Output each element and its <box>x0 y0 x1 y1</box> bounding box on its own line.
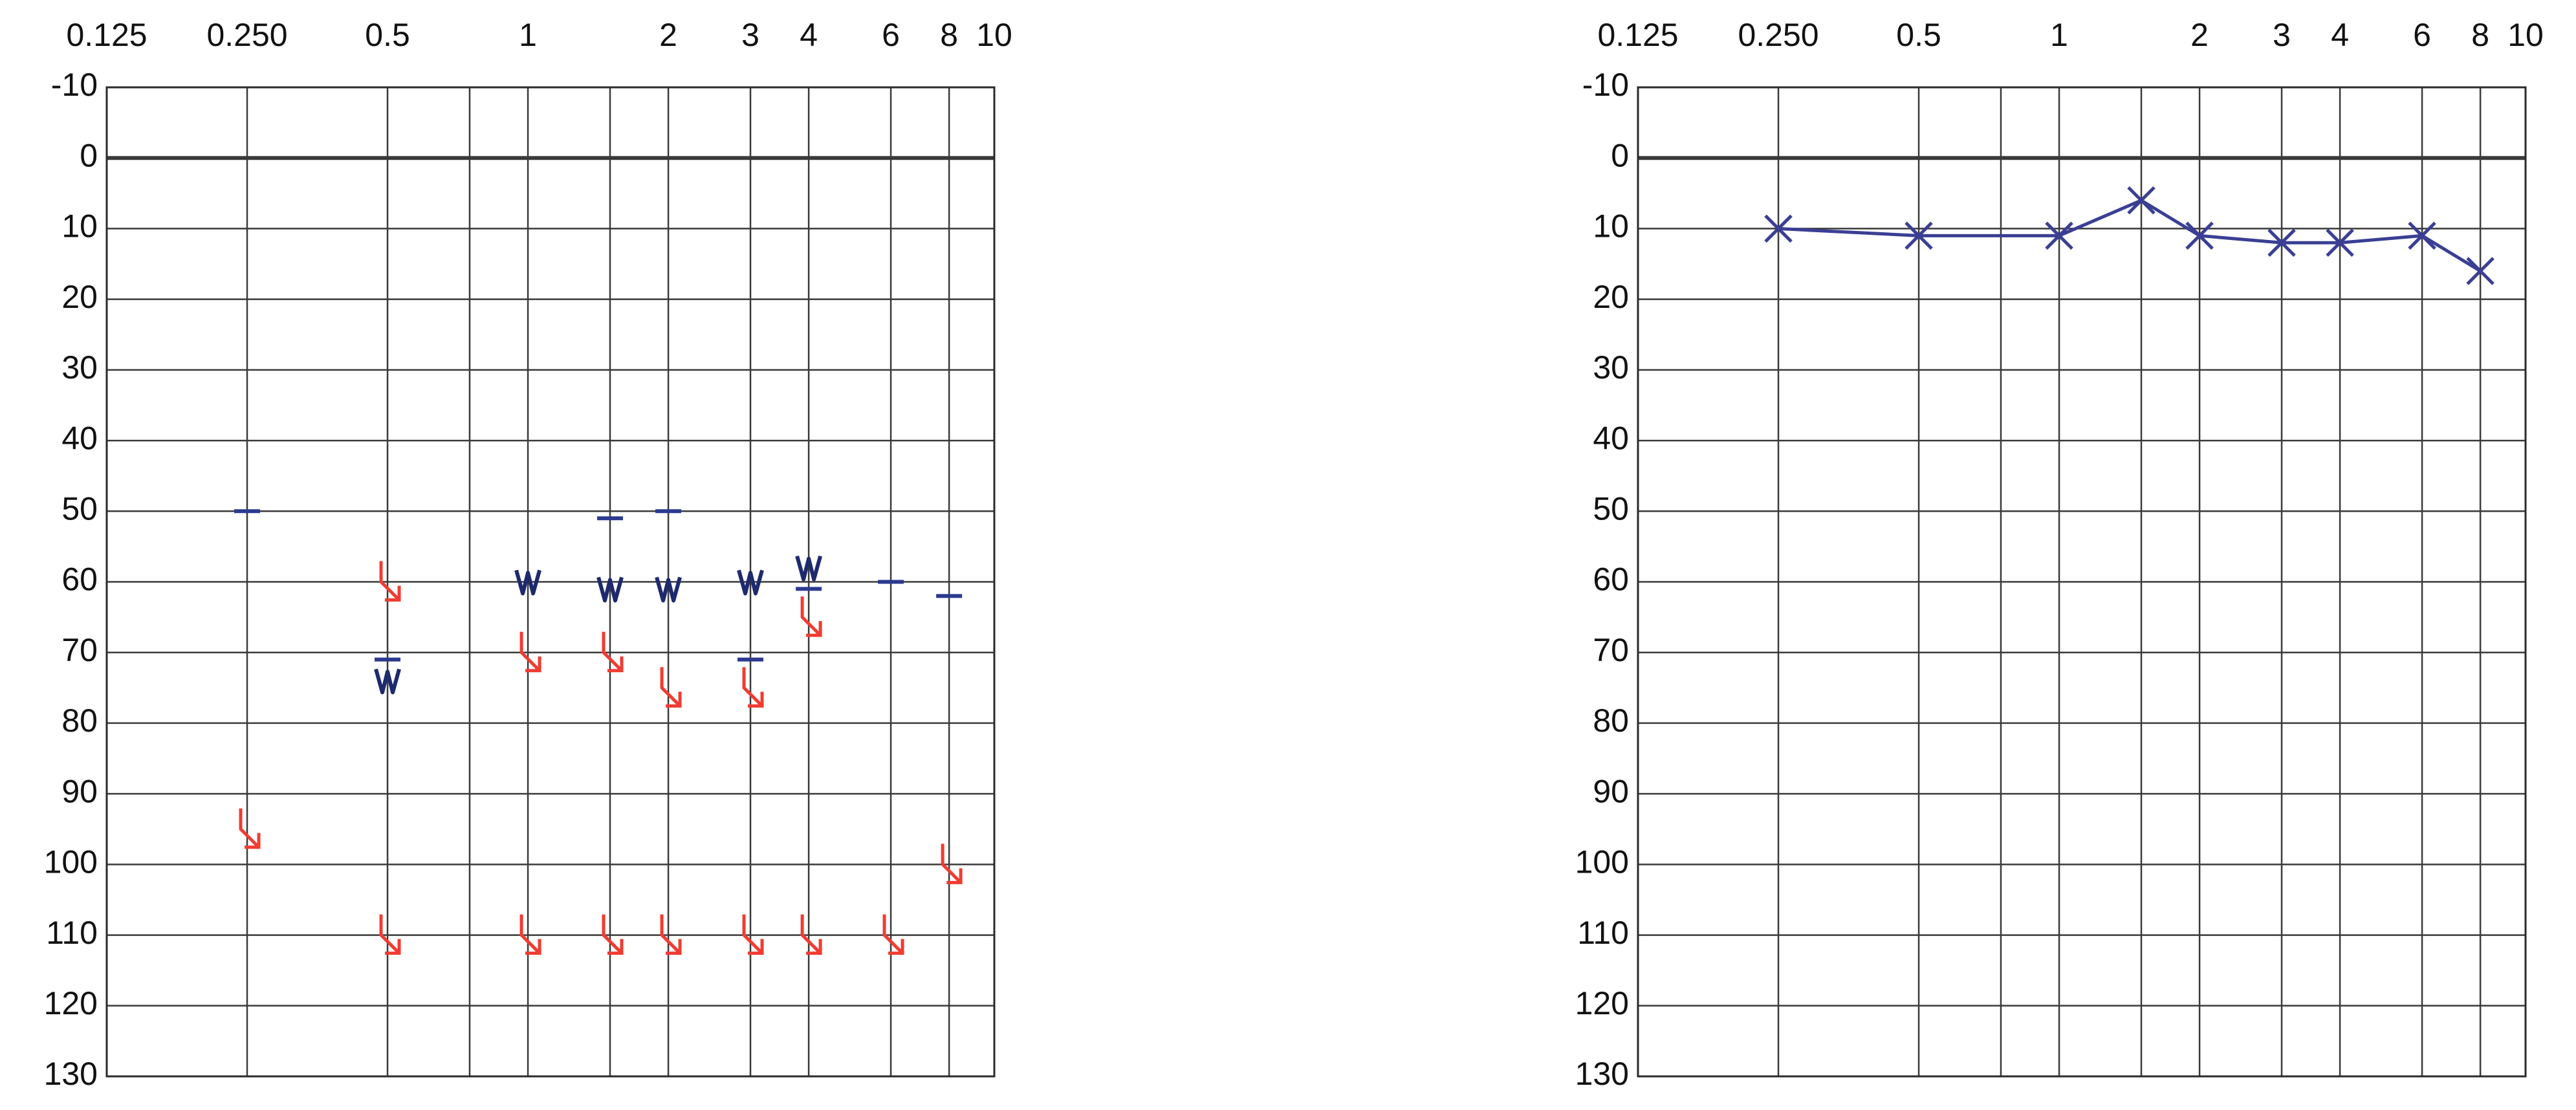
audiogram-chart: 0.125 0.250 0.5 1 2 3 4 6 8 10 -10 0 10 20 30 40 50 60 70 8… <box>44 17 1012 1092</box>
cross-marker <box>2466 257 2494 285</box>
no-response-marker <box>379 914 401 955</box>
zigzag-marker <box>596 576 624 603</box>
cross-marker <box>2127 186 2156 215</box>
y-tick-label: 80 <box>1593 702 1629 739</box>
cross-marker <box>2045 221 2073 250</box>
y-tick-label: 20 <box>61 279 98 315</box>
x-tick-label: 10 <box>2507 17 2544 53</box>
y-tick-label: 120 <box>1575 985 1629 1021</box>
y-tick-label: 30 <box>1593 349 1629 386</box>
y-tick-label: -10 <box>51 67 98 103</box>
y-tick-label: 60 <box>61 561 98 598</box>
cross-marker <box>1764 214 1793 243</box>
cross-marker <box>2326 228 2354 257</box>
no-response-marker <box>602 631 624 673</box>
x-tick-label: 6 <box>2413 17 2431 53</box>
y-tick-label: 50 <box>1593 490 1629 527</box>
y-tick-label: 130 <box>44 1056 98 1092</box>
y-tick-label: 10 <box>1593 208 1629 245</box>
cross-marker <box>2408 221 2436 250</box>
x-tick-label: 3 <box>2273 17 2291 53</box>
y-tick-label: 80 <box>61 702 98 739</box>
no-response-marker <box>742 667 764 708</box>
y-tick-label: 0 <box>1611 137 1629 173</box>
no-response-marker <box>602 914 624 955</box>
cross-marker <box>2267 228 2296 257</box>
zigzag-marker <box>514 569 541 596</box>
x-tick-label: 4 <box>800 17 818 53</box>
x-tick-label: 1 <box>519 17 537 53</box>
plot-frame <box>105 86 996 1078</box>
no-response-marker <box>660 914 682 955</box>
cross-marker <box>2185 221 2214 250</box>
y-tick-label: 100 <box>44 844 98 880</box>
zigzag-marker <box>374 668 401 695</box>
cross-marker <box>1905 221 1933 250</box>
x-tick-label: 2 <box>659 17 677 53</box>
no-response-marker <box>660 667 682 708</box>
x-tick-label: 0.125 <box>66 17 147 53</box>
x-tick-label: 8 <box>2471 17 2489 53</box>
x-tick-label: 8 <box>940 17 958 53</box>
no-response-marker <box>519 914 541 955</box>
y-tick-label: 70 <box>61 632 98 668</box>
y-tick-label: 60 <box>1593 561 1629 598</box>
x-tick-label: 0.250 <box>206 17 287 53</box>
x-tick-label: 0.5 <box>365 17 410 53</box>
y-tick-label: 10 <box>61 208 98 245</box>
no-response-marker <box>239 808 261 849</box>
no-response-marker <box>800 596 822 637</box>
y-tick-label: 20 <box>1593 279 1629 315</box>
y-tick-label: 120 <box>44 985 98 1021</box>
x-tick-label: 0.5 <box>1896 17 1941 53</box>
y-tick-label: 110 <box>46 915 98 951</box>
x-tick-label: 4 <box>2331 17 2349 53</box>
no-response-marker <box>742 914 764 955</box>
plot-frame <box>1637 86 2527 1078</box>
y-tick-label: 40 <box>1593 420 1629 456</box>
zigzag-marker <box>655 576 682 603</box>
x-tick-label: 1 <box>2050 17 2068 53</box>
no-response-marker <box>800 914 822 955</box>
no-response-marker <box>882 914 904 955</box>
y-tick-label: 90 <box>61 773 98 809</box>
x-tick-label: 3 <box>741 17 759 53</box>
x-tick-label: 0.125 <box>1597 17 1678 53</box>
no-response-marker <box>379 561 401 602</box>
x-tick-label: 2 <box>2190 17 2209 53</box>
x-tick-label: 10 <box>976 17 1012 53</box>
y-tick-label: 130 <box>1575 1056 1629 1092</box>
x-tick-label: 6 <box>882 17 900 53</box>
y-tick-label: 100 <box>1575 844 1629 880</box>
y-tick-label: 110 <box>1577 915 1629 951</box>
y-tick-label: 30 <box>61 349 98 386</box>
y-tick-label: 0 <box>80 137 98 173</box>
y-tick-label: 70 <box>1593 632 1629 668</box>
zigzag-marker <box>795 555 823 582</box>
audiogram-chart: 0.125 0.250 0.5 1 2 3 4 6 8 10 -10 0 10 20 30 40 50 60 70 8… <box>1575 17 2544 1092</box>
y-tick-label: 40 <box>61 420 98 456</box>
y-tick-label: -10 <box>1582 67 1629 103</box>
no-response-marker <box>941 843 963 884</box>
y-tick-label: 50 <box>61 490 98 527</box>
no-response-marker <box>519 631 541 673</box>
zigzag-marker <box>737 569 764 596</box>
y-tick-label: 90 <box>1593 773 1629 809</box>
x-tick-label: 0.250 <box>1738 17 1818 53</box>
